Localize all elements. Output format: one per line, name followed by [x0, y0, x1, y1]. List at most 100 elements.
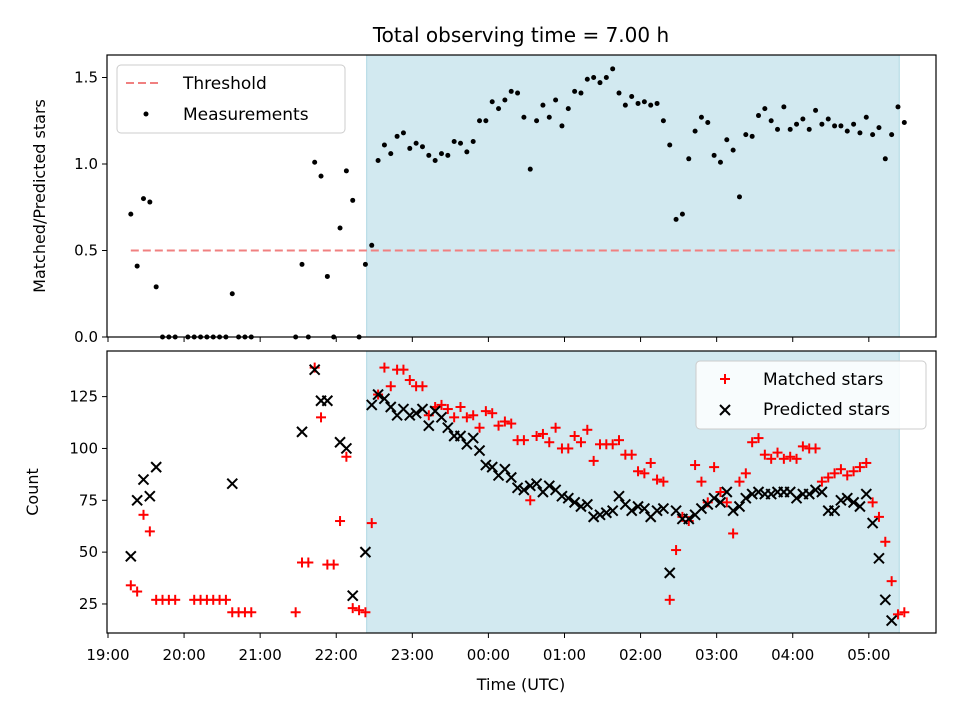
x-axis-label: Time (UTC) — [476, 675, 565, 694]
top-legend: Threshold Measurements — [116, 64, 346, 134]
predicted-star-point — [695, 502, 708, 515]
predicted-star-point — [803, 488, 815, 500]
matched-star-point — [886, 576, 897, 587]
matched-star-point — [474, 422, 485, 433]
matched-star-point — [316, 412, 327, 423]
matched-star-point — [639, 468, 650, 479]
measurement-point — [755, 113, 761, 119]
matched-star-point — [664, 594, 675, 605]
predicted-star-point — [708, 492, 720, 504]
predicted-star-point — [530, 477, 543, 490]
measurement-point — [825, 116, 831, 122]
y-tick-label: 75 — [79, 491, 98, 509]
matched-star-point — [531, 431, 542, 442]
predicted-star-point — [562, 492, 574, 504]
predicted-star-point — [790, 492, 803, 504]
predicted-star-points — [125, 363, 898, 627]
measurement-point — [394, 133, 400, 139]
measurement-point — [794, 121, 800, 127]
measurement-point — [787, 126, 793, 132]
measurement-point — [635, 100, 641, 106]
measurement-point — [629, 94, 635, 100]
predicted-star-point — [486, 461, 498, 473]
y-tick-label: 125 — [69, 388, 98, 406]
matched-star-point — [366, 518, 377, 529]
measurement-point — [496, 106, 502, 112]
predicted-star-point — [556, 490, 568, 502]
measurement-point — [597, 80, 603, 86]
measurement-point — [667, 142, 673, 148]
predicted-star-point — [860, 488, 872, 500]
measurement-point — [705, 119, 711, 125]
matched-star-point — [170, 594, 181, 605]
predicted-star-point — [866, 517, 879, 529]
predicted-star-point — [144, 490, 156, 502]
matched-star-point — [575, 437, 586, 448]
measurement-point — [616, 90, 622, 96]
matched-star-point — [658, 476, 669, 487]
predicted-star-point — [511, 482, 524, 494]
measurement-point — [362, 261, 368, 267]
y-tick-label: 1.0 — [74, 155, 98, 173]
matched-star-point — [360, 607, 371, 618]
measurement-point — [851, 121, 857, 127]
matched-star-point — [499, 416, 510, 427]
predicted-star-point — [847, 496, 860, 509]
matched-star-point — [645, 457, 656, 468]
matched-star-point — [550, 422, 561, 433]
measurement-point — [641, 99, 647, 105]
measurement-point — [381, 142, 387, 148]
legend-measurements-label: Measurements — [183, 105, 309, 125]
measurement-point — [775, 126, 781, 132]
predicted-star-point — [746, 488, 758, 500]
measurement-point — [863, 114, 869, 120]
measurement-point — [299, 261, 305, 267]
predicted-star-point — [372, 388, 384, 401]
measurement-point — [832, 123, 838, 129]
observing-window-shade — [366, 54, 900, 338]
measurement-point — [553, 97, 559, 103]
measurement-point — [895, 104, 901, 110]
measurement-point — [343, 168, 349, 174]
matched-star-point — [778, 453, 789, 464]
measurement-point — [711, 152, 717, 158]
predicted-star-point — [854, 500, 866, 513]
measurement-point — [591, 74, 597, 80]
y-tick-label: 100 — [69, 439, 98, 457]
measurement-point — [318, 173, 324, 179]
measurement-point — [813, 107, 819, 113]
measurement-point — [781, 104, 787, 110]
measurement-point — [679, 211, 685, 217]
predicted-star-point — [613, 490, 625, 502]
matched-star-point — [487, 408, 498, 419]
matched-star-point — [772, 447, 783, 458]
predicted-star-point — [632, 500, 644, 513]
measurement-point — [470, 139, 476, 145]
y-tick-label: 1.5 — [74, 68, 98, 86]
predicted-star-point — [752, 486, 765, 498]
matched-star-point — [696, 476, 707, 487]
x-tick-label: 05:00 — [847, 646, 890, 664]
measurement-point — [901, 119, 907, 125]
measurement-point — [521, 114, 527, 120]
predicted-star-point — [308, 363, 321, 376]
measurement-point — [527, 166, 533, 172]
matched-star-point — [861, 457, 872, 468]
measurement-point — [743, 132, 749, 138]
matched-star-point — [290, 607, 301, 618]
chart-title: Total observing time = 7.00 h — [372, 23, 669, 47]
measurement-point — [736, 194, 742, 200]
measurement-point — [502, 97, 508, 103]
predicted-star-point — [296, 426, 308, 438]
predicted-star-point — [150, 461, 162, 473]
matched-star-point — [563, 443, 574, 454]
bottom-y-axis-label: Count — [23, 468, 42, 516]
matched-star-point — [734, 476, 745, 487]
bottom-plot-frame — [106, 350, 937, 634]
predicted-star-point — [816, 486, 828, 498]
matched-star-point — [709, 462, 720, 473]
predicted-star-point — [638, 502, 651, 515]
predicted-star-point — [499, 463, 511, 475]
measurement-point — [724, 137, 730, 143]
